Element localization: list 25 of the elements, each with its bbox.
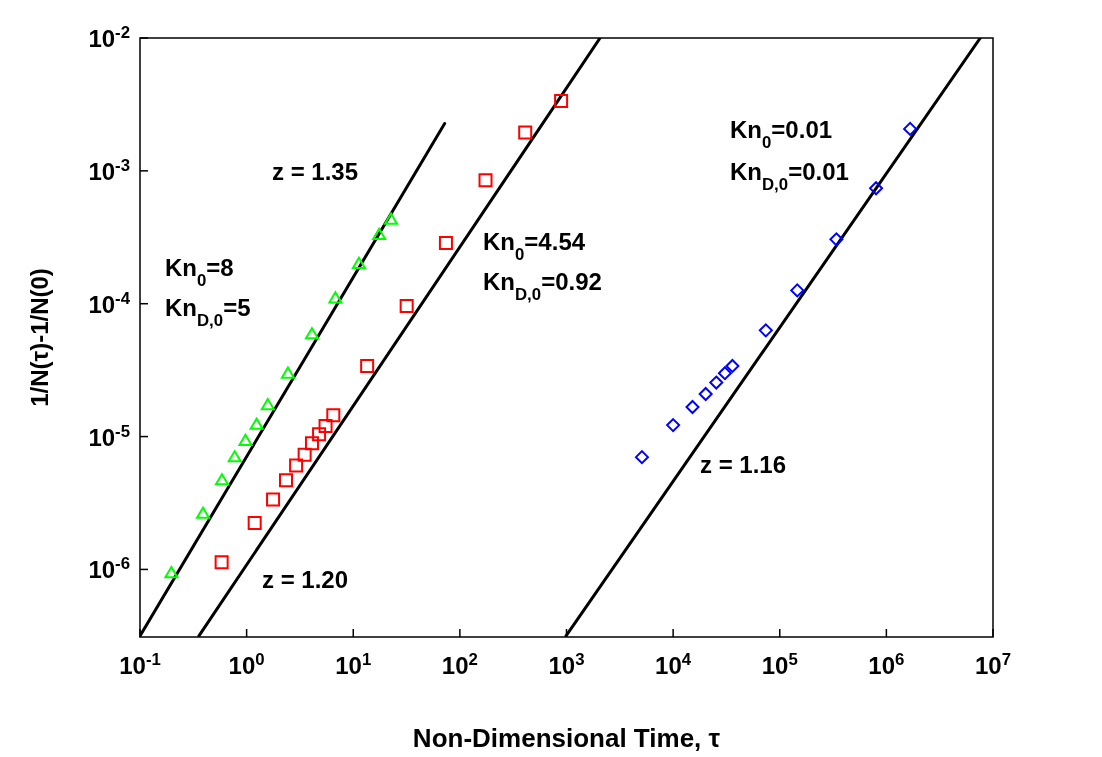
annotation: Kn$_{D,0}$=0.92 — [483, 268, 602, 304]
x-tick-label: 10$^{4}$ — [655, 649, 692, 679]
x-tick-label: 10$^{3}$ — [548, 649, 585, 679]
annotation: Kn$_{D,0}$=0.01 — [730, 158, 849, 194]
annotation: z = 1.16 — [700, 451, 787, 478]
y-tick-label: 10$^{-2}$ — [88, 22, 130, 52]
annotation: Kn$_{D,0}$=5 — [165, 294, 251, 330]
y-tick-label: 10$^{-6}$ — [88, 553, 130, 584]
x-tick-label: 10$^{0}$ — [228, 649, 265, 679]
x-tick-label: 10$^{1}$ — [335, 649, 372, 679]
annotation: Kn$_{0}$=8 — [165, 254, 234, 290]
y-axis-title: 1/N(τ)-1/N(0) — [26, 268, 53, 407]
x-tick-label: 10$^{6}$ — [868, 649, 905, 679]
annotation: Kn$_{0}$=4.54 — [483, 228, 586, 264]
x-tick-label: 10$^{5}$ — [761, 649, 798, 679]
x-tick-label: 10$^{-1}$ — [119, 649, 161, 679]
x-tick-label: 10$^{7}$ — [974, 649, 1012, 679]
annotation: z = 1.20 — [262, 566, 349, 593]
x-tick-label: 10$^{2}$ — [441, 649, 478, 679]
y-tick-label: 10$^{-5}$ — [88, 421, 130, 451]
annotation: z = 1.35 — [272, 158, 359, 185]
annotation: Kn$_{0}$=0.01 — [730, 116, 833, 152]
x-axis-title: Non-Dimensional Time, τ — [412, 723, 721, 753]
y-tick-label: 10$^{-3}$ — [88, 155, 130, 185]
y-tick-label: 10$^{-4}$ — [88, 288, 131, 318]
